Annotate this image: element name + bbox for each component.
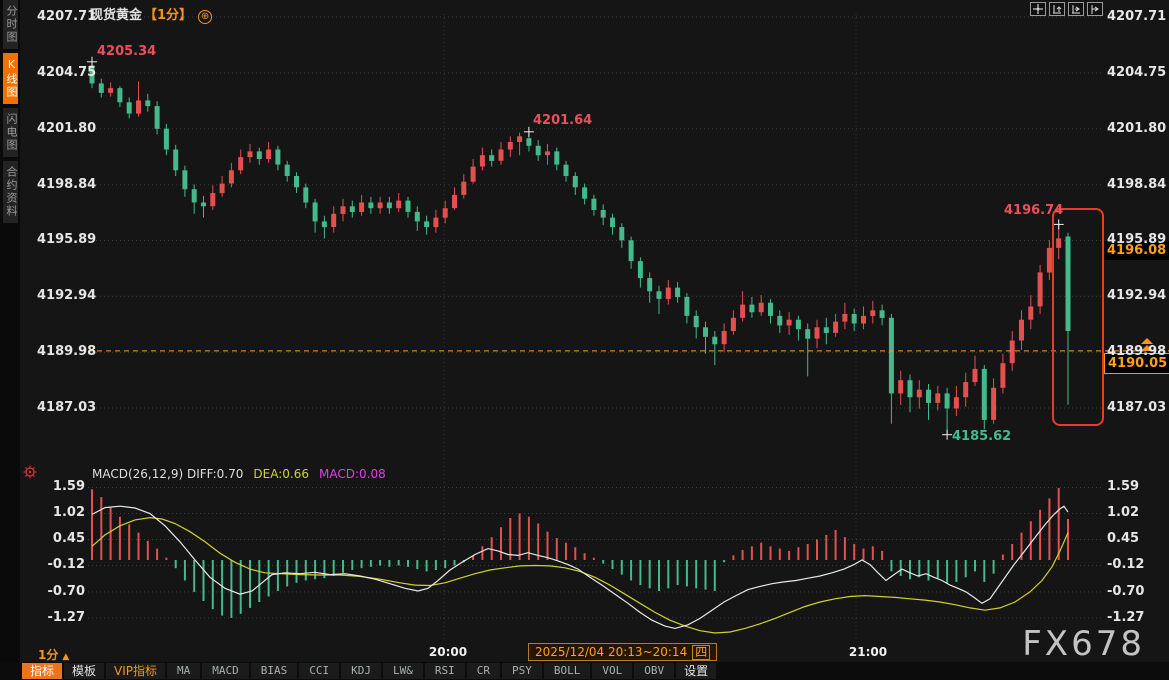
price-tick-left: 4201.80 [37, 121, 97, 136]
toolbar-item-RSI[interactable]: RSI [424, 663, 465, 679]
toolbar-item-VOL[interactable]: VOL [592, 663, 633, 679]
macd-tick-right: 1.59 [1107, 479, 1140, 494]
toolbar-item-BIAS[interactable]: BIAS [250, 663, 298, 679]
macd-tick-right: 1.02 [1107, 505, 1140, 520]
price-tick-left: 4198.84 [37, 177, 97, 192]
add-compare-icon[interactable]: ⊕ [198, 10, 213, 24]
toolbar-item-CR[interactable]: CR [466, 663, 501, 679]
toolbar-item-指标[interactable]: 指标 [22, 663, 63, 679]
double-up-arrow-icon [1141, 338, 1153, 351]
swing-label-4185.62: 4185.62 [952, 429, 1012, 444]
price-tick-left: 4204.75 [37, 65, 97, 80]
price-tick-left: 4187.03 [37, 400, 97, 415]
macd-tick-left: 1.02 [52, 505, 85, 520]
tooltip-date-range: 2025/12/04 20:13~20:14 [535, 645, 688, 659]
toolbar-item-LW&[interactable]: LW& [383, 663, 423, 679]
pan-crosshair-icon[interactable] [1030, 2, 1046, 16]
price-tick-right: 4201.80 [1107, 121, 1167, 136]
symbol-name: 现货黄金 [90, 8, 143, 23]
macd-tick-left: -0.12 [47, 557, 85, 572]
price-tick-right: 4192.94 [1107, 288, 1167, 303]
axis-zoom-y-icon[interactable] [1049, 2, 1065, 16]
macd-tick-right: -1.27 [1107, 610, 1145, 625]
fx678-watermark: FX678 [1022, 624, 1145, 664]
price-tag-last: 4196.08 [1104, 241, 1169, 260]
macd-tick-left: -0.70 [47, 584, 85, 599]
toolbar-item-MA[interactable]: MA [167, 663, 201, 679]
toolbar-item-VIP指标[interactable]: VIP指标 [106, 663, 166, 679]
chart-tool-buttons [1030, 2, 1103, 16]
toolbar-item-PSY[interactable]: PSY [502, 663, 542, 679]
sidebar-tab-合约资料[interactable]: 合约资料 [3, 161, 18, 223]
macd-tick-right: -0.70 [1107, 584, 1145, 599]
tooltip-weekday: 四 [692, 645, 711, 660]
price-tick-right: 4204.75 [1107, 65, 1167, 80]
axis-reset-icon[interactable] [1087, 2, 1103, 16]
price-tick-left: 4207.71 [37, 9, 97, 24]
price-tick-left: 4189.98 [37, 344, 97, 359]
time-range-tooltip: 2025/12/04 20:13~20:14 四 [528, 643, 718, 661]
price-tick-right: 4189.98 [1107, 344, 1167, 359]
time-label-21:00: 21:00 [848, 645, 888, 659]
macd-tick-left: 0.45 [52, 531, 85, 546]
chevron-up-icon: ▲ [62, 652, 70, 662]
dea-value: DEA:0.66 [253, 467, 309, 481]
price-tag-current: 4190.05 [1104, 353, 1169, 374]
macd-tick-left: -1.27 [47, 610, 85, 625]
indicator-toolbar: 指标 模板 VIP指标 MA MACD BIAS CCI KDJ LW& RSI CR PSY BOLL… [0, 662, 1169, 680]
toolbar-item-MACD[interactable]: MACD [202, 663, 249, 679]
chart-title: 现货黄金 【1分】 ⊕ [90, 4, 213, 24]
price-tick-right: 4195.89 [1107, 232, 1167, 247]
time-label-20:00: 20:00 [428, 645, 468, 659]
macd-tick-left: 1.59 [52, 479, 85, 494]
macd-indicator-readout: MACD(26,12,9) DIFF:0.70 DEA:0.66 MACD:0.08 [92, 467, 386, 481]
price-tick-right: 4207.71 [1107, 9, 1167, 24]
sidebar-tab-闪电图[interactable]: 闪电图 [3, 108, 18, 157]
macd-name-and-diff: MACD(26,12,9) DIFF:0.70 [92, 467, 244, 481]
macd-tick-right: -0.12 [1107, 557, 1145, 572]
swing-label-4196.74: 4196.74 [1004, 203, 1064, 218]
toolbar-item-设置[interactable]: 设置 [676, 663, 717, 679]
sidebar-tab-分时图[interactable]: 分时图 [3, 0, 18, 49]
price-tick-right: 4187.03 [1107, 400, 1167, 415]
axis-zoom-x-icon[interactable] [1068, 2, 1084, 16]
price-tick-right: 4198.84 [1107, 177, 1167, 192]
toolbar-item-OBV[interactable]: OBV [634, 663, 675, 679]
macd-settings-icon[interactable] [23, 464, 37, 483]
toolbar-item-CCI[interactable]: CCI [299, 663, 340, 679]
swing-label-4205.34: 4205.34 [97, 44, 157, 59]
highlight-box [1052, 208, 1104, 426]
toolbar-item-模板[interactable]: 模板 [64, 663, 105, 679]
toolbar-item-KDJ[interactable]: KDJ [341, 663, 382, 679]
price-tick-left: 4195.89 [37, 232, 97, 247]
swing-label-4201.64: 4201.64 [533, 113, 593, 128]
toolbar-item-BOLL[interactable]: BOLL [543, 663, 591, 679]
macd-tick-right: 0.45 [1107, 531, 1140, 546]
interval-selector[interactable]: 1分 ▲ [38, 648, 70, 662]
sidebar-tab-K线图[interactable]: K线图 [3, 53, 18, 104]
left-tab-strip: 分时图 K线图闪电图合约资料 [0, 0, 20, 680]
price-tick-left: 4192.94 [37, 288, 97, 303]
macd-value: MACD:0.08 [318, 467, 386, 481]
interval-tag: 【1分】 [144, 8, 193, 23]
